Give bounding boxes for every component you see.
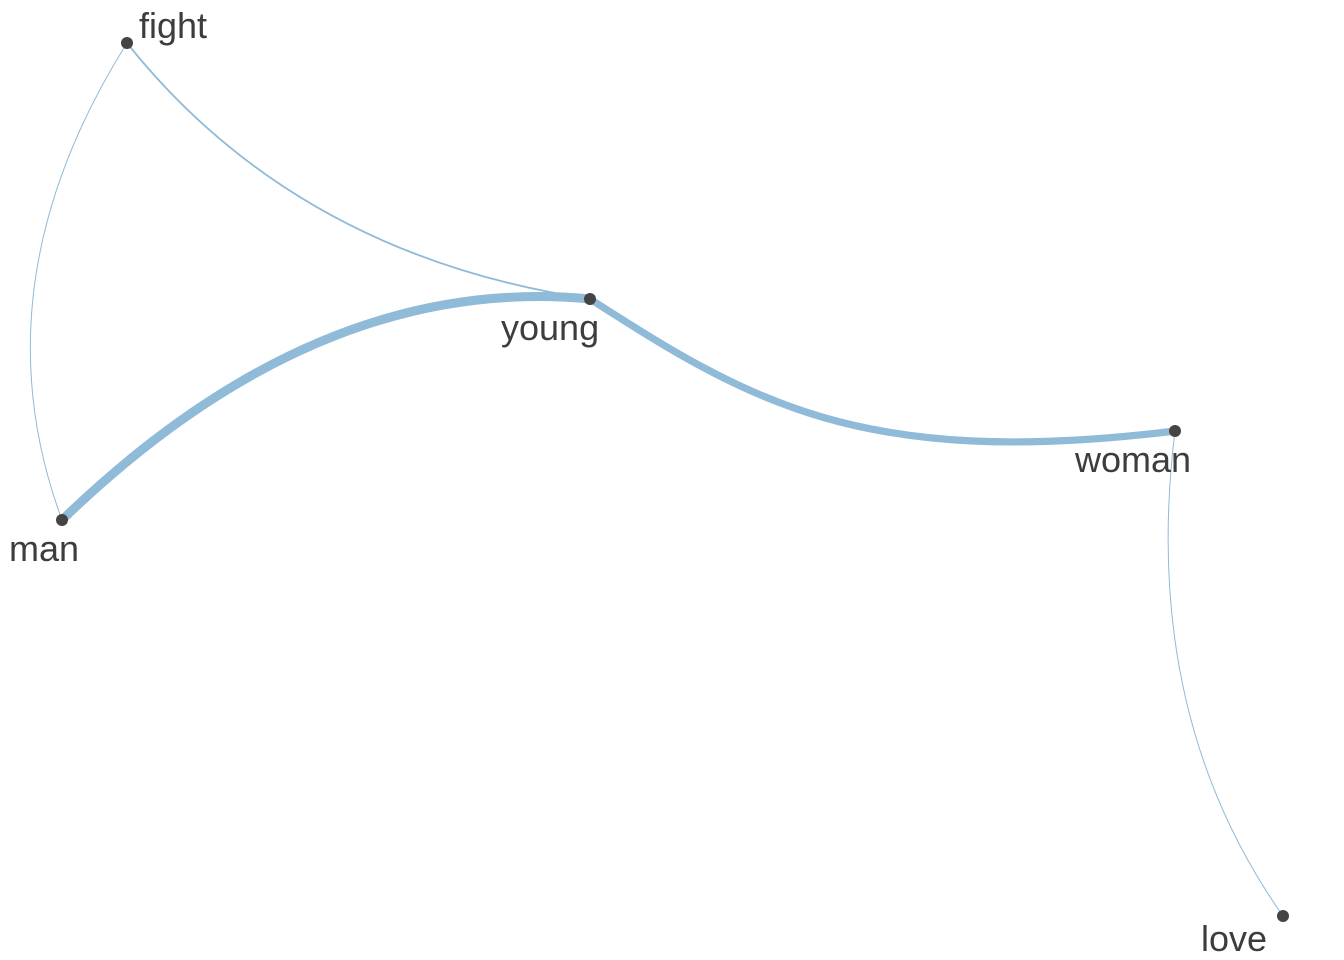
label-young: young xyxy=(501,307,599,348)
label-woman: woman xyxy=(1074,439,1191,480)
edge-man-young xyxy=(57,292,595,525)
label-man: man xyxy=(9,528,79,569)
node-man xyxy=(56,514,68,526)
edge-fight-young xyxy=(126,42,591,300)
nodes-layer xyxy=(56,37,1289,922)
label-love: love xyxy=(1201,918,1267,959)
node-woman xyxy=(1169,425,1181,437)
node-young xyxy=(584,293,596,305)
labels-layer: fight young man woman love xyxy=(9,5,1267,959)
node-fight xyxy=(121,37,133,49)
label-fight: fight xyxy=(139,5,207,46)
edge-fight-man xyxy=(29,42,128,521)
edge-young-woman xyxy=(586,295,1179,446)
edges-layer xyxy=(29,42,1284,917)
edge-woman-love xyxy=(1167,430,1284,917)
node-love xyxy=(1277,910,1289,922)
